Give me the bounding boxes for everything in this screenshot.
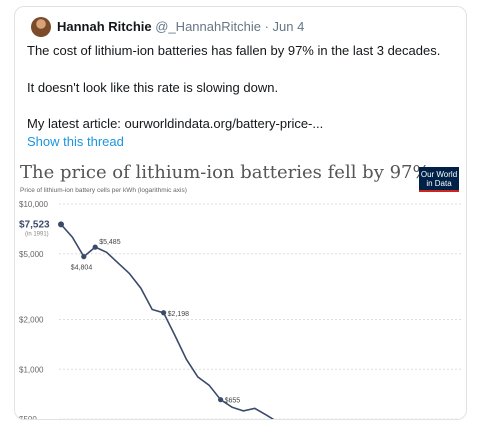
- y-tick-label: $500: [19, 415, 37, 420]
- tweet-header: Hannah Ritchie @_HannahRitchie · Jun 4: [57, 19, 304, 34]
- avatar[interactable]: [31, 17, 51, 37]
- author-name[interactable]: Hannah Ritchie: [57, 19, 152, 34]
- owid-logo-line-1: Our World: [420, 170, 458, 179]
- separator-dot: ·: [264, 19, 269, 34]
- data-label: $4,804: [71, 265, 93, 272]
- data-point: [92, 244, 98, 250]
- tweet-date[interactable]: Jun 4: [272, 19, 305, 34]
- owid-logo-line-2: in Data: [426, 179, 452, 188]
- data-label-note: (in 1991): [25, 231, 49, 237]
- show-thread-link[interactable]: Show this thread: [27, 134, 124, 149]
- chart-ylabel: Price of lithium-ion battery cells per k…: [20, 187, 187, 194]
- data-label: $2,198: [168, 311, 190, 318]
- tweet-text-line-2: It doesn't look like this rate is slowin…: [27, 80, 279, 95]
- tweet-text-line-3: My latest article: ourworldindata.org/ba…: [27, 116, 324, 131]
- data-label: $7,523: [19, 219, 50, 230]
- chart-title: The price of lithium-ion batteries fell …: [20, 162, 430, 183]
- owid-logo: Our World in Data: [419, 167, 459, 192]
- data-point: [218, 397, 224, 403]
- y-tick-label: $1,000: [19, 365, 44, 374]
- tweet-text-line-1: The cost of lithium-ion batteries has fa…: [27, 43, 441, 58]
- data-label: $5,485: [99, 239, 121, 246]
- y-tick-label: $2,000: [19, 316, 44, 325]
- price-series-line: [60, 223, 275, 419]
- chart-image[interactable]: The price of lithium-ion batteries fell …: [15, 159, 466, 420]
- data-label: $655: [225, 398, 241, 405]
- data-point: [58, 221, 64, 228]
- author-handle[interactable]: @_HannahRitchie: [155, 19, 261, 34]
- data-point: [81, 254, 87, 260]
- y-tick-label: $10,000: [19, 200, 48, 209]
- data-point: [161, 310, 167, 316]
- tweet-card[interactable]: Hannah Ritchie @_HannahRitchie · Jun 4 T…: [14, 6, 467, 420]
- line-chart: $10,000 $5,000 $2,000 $1,000 $500 $7,523(in 1…: [19, 200, 463, 420]
- y-tick-label: $5,000: [19, 250, 44, 259]
